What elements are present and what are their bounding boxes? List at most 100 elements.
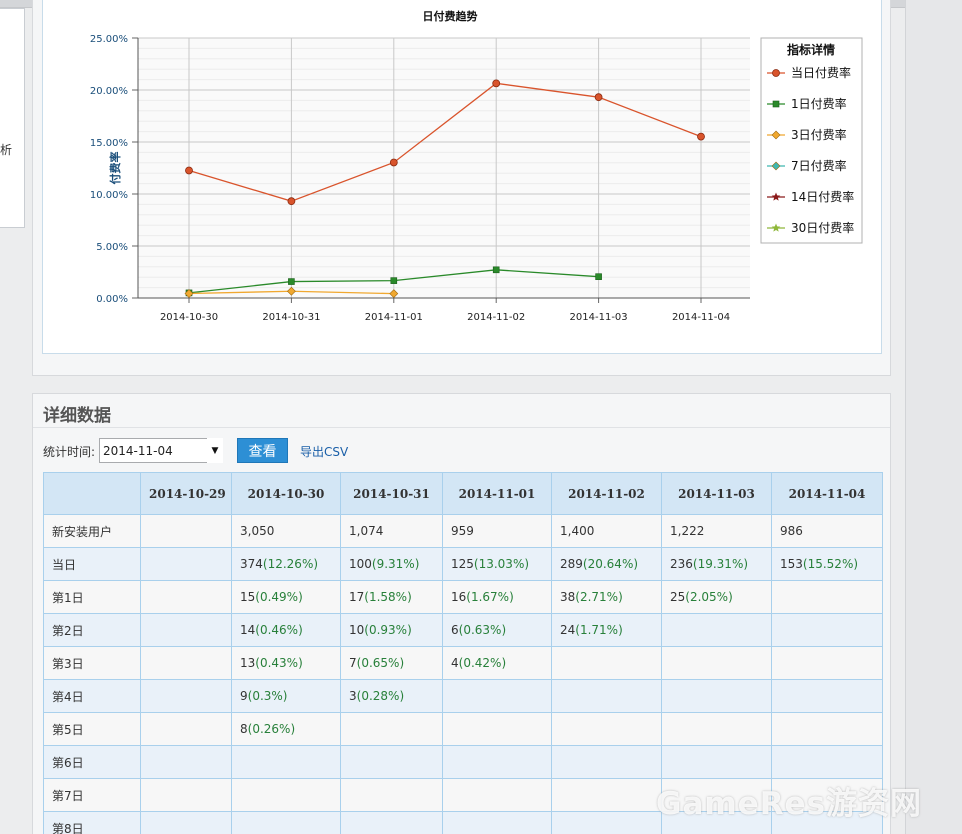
- row-label: 第1日: [43, 580, 141, 614]
- table-cell: [442, 745, 552, 779]
- table-header-corner: [43, 472, 141, 515]
- row-label: 新安装用户: [43, 514, 141, 548]
- series-line: [188, 82, 702, 202]
- cell-count: 15: [240, 590, 256, 604]
- x-tick-label: 2014-11-03: [570, 312, 628, 323]
- table-cell: [442, 712, 552, 746]
- table-cell: [140, 679, 232, 713]
- date-filter-label: 统计时间:: [43, 445, 96, 459]
- table-cell: 4(0.42%): [442, 646, 552, 680]
- table-row: 新安装用户 3,050 1,074 959 1,400 1,222 986: [43, 514, 883, 548]
- x-tick-label: 2014-11-01: [365, 312, 423, 323]
- data-point: [390, 277, 398, 284]
- cell-count: 3: [349, 689, 357, 703]
- table-cell: [340, 712, 443, 746]
- legend-marker: [771, 192, 781, 201]
- table-cell: [551, 778, 662, 812]
- table-cell: [340, 745, 443, 779]
- cell-rate: (9.31%): [371, 557, 420, 571]
- date-input[interactable]: [99, 438, 209, 463]
- cell-count: 8: [240, 722, 248, 736]
- y-axis-label: 付费率: [108, 152, 122, 185]
- table-cell: 1,222: [661, 514, 772, 548]
- cell-rate: (13.03%): [473, 557, 530, 571]
- table-cell: [442, 778, 552, 812]
- table-cell: [551, 712, 662, 746]
- table-cell: 7(0.65%): [340, 646, 443, 680]
- data-point: [594, 93, 603, 102]
- export-csv-link[interactable]: 导出CSV: [300, 445, 349, 459]
- table-cell: 8(0.26%): [231, 712, 341, 746]
- table-cell: 125(13.03%): [442, 547, 552, 581]
- table-cell: [140, 547, 232, 581]
- cell-count: 289: [560, 557, 583, 571]
- table-row: 第4日 9(0.3%) 3(0.28%): [43, 679, 883, 713]
- table-cell: [661, 778, 772, 812]
- cell-rate: (15.52%): [802, 557, 859, 571]
- x-tick-label: 2014-11-04: [672, 312, 730, 323]
- table-header-date: 2014-10-30: [231, 472, 341, 515]
- cell-count: 13: [240, 656, 256, 670]
- table-cell: [231, 745, 341, 779]
- legend-marker: [771, 223, 781, 232]
- cell-count: 14: [240, 623, 256, 637]
- table-cell: 289(20.64%): [551, 547, 662, 581]
- view-button[interactable]: 查看: [237, 438, 288, 463]
- table-cell: [140, 745, 232, 779]
- legend-marker: [772, 100, 780, 108]
- cell-rate: (2.71%): [575, 590, 623, 604]
- table-header-date: 2014-11-04: [771, 472, 883, 515]
- table-cell: [771, 745, 883, 779]
- row-label: 第7日: [43, 778, 141, 812]
- table-cell: [661, 613, 772, 647]
- cell-count: 1,074: [349, 524, 384, 538]
- data-point: [288, 278, 295, 285]
- cell-rate: (1.58%): [364, 590, 412, 604]
- table-cell: 100(9.31%): [340, 547, 443, 581]
- table-cell: 374(12.26%): [231, 547, 341, 581]
- table-cell: 9(0.3%): [231, 679, 341, 713]
- left-side-panel: 析: [0, 8, 25, 228]
- data-point: [389, 289, 399, 299]
- table-row: 第3日 13(0.43%) 7(0.65%) 4(0.42%): [43, 646, 883, 680]
- cell-count: 24: [560, 623, 576, 637]
- data-point: [286, 286, 296, 296]
- table-cell: 16(1.67%): [442, 580, 552, 614]
- cell-count: 236: [670, 557, 693, 571]
- row-label: 第5日: [43, 712, 141, 746]
- table-header-date: 2014-11-02: [551, 472, 662, 515]
- data-point: [185, 166, 193, 175]
- cell-count: 1,222: [670, 524, 705, 538]
- table-cell: [140, 613, 232, 647]
- table-row: 第1日 15(0.49%) 17(1.58%) 16(1.67%) 38(2.71%) 2…: [43, 580, 883, 614]
- detail-table: 2014-10-29 2014-10-30 2014-10-31 2014-11-01…: [43, 472, 883, 834]
- table-cell: [551, 811, 662, 834]
- data-point: [492, 79, 501, 88]
- y-tick-label: 10.00%: [90, 190, 128, 201]
- legend-item: 7日付费率: [791, 158, 847, 173]
- table-cell: [140, 646, 232, 680]
- table-cell: 24(1.71%): [551, 613, 662, 647]
- cell-count: 16: [451, 590, 467, 604]
- cell-rate: (20.64%): [582, 557, 639, 571]
- y-tick-label: 20.00%: [90, 86, 128, 97]
- table-cell: [771, 778, 883, 812]
- chevron-down-icon[interactable]: ▼: [207, 438, 223, 463]
- table-cell: [771, 712, 883, 746]
- detail-divider: [33, 427, 890, 428]
- table-cell: [231, 778, 341, 812]
- table-cell: [771, 811, 883, 834]
- y-tick-label: 15.00%: [90, 138, 128, 149]
- table-cell: 6(0.63%): [442, 613, 552, 647]
- cell-count: 3,050: [240, 524, 275, 538]
- table-cell: 236(19.31%): [661, 547, 772, 581]
- watermark: GameRes游资网: [656, 786, 923, 822]
- cell-rate: (0.3%): [247, 689, 288, 703]
- legend-item: 30日付费率: [791, 220, 854, 235]
- cell-rate: (1.67%): [466, 590, 514, 604]
- table-cell: [551, 679, 662, 713]
- table-cell: 986: [771, 514, 883, 548]
- table-cell: 38(2.71%): [551, 580, 662, 614]
- table-row: 第2日 14(0.46%) 10(0.93%) 6(0.63%) 24(1.71%): [43, 613, 883, 647]
- table-cell: 15(0.49%): [231, 580, 341, 614]
